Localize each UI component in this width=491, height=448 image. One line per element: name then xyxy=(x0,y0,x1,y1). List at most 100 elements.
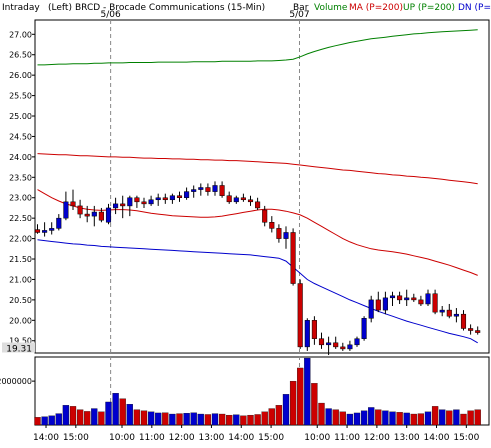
candle-up xyxy=(56,217,62,229)
candle-up xyxy=(169,195,175,201)
candle-down xyxy=(262,209,268,223)
candle-down xyxy=(120,203,126,207)
volume-bar xyxy=(396,412,403,426)
price-tick-label: 23.00 xyxy=(9,194,32,203)
time-tick-label: 15:00 xyxy=(258,433,284,443)
volume-bar xyxy=(424,411,432,426)
candle-down xyxy=(247,199,254,203)
volume-bar xyxy=(183,413,190,426)
time-tick-label: 15:00 xyxy=(63,433,89,443)
price-tick-label: 26.00 xyxy=(9,71,32,80)
candle-down xyxy=(276,228,282,239)
time-tick-label: 12:00 xyxy=(169,433,195,443)
volume-bar xyxy=(226,414,233,426)
volume-bar xyxy=(389,411,396,426)
mode-label: Intraday xyxy=(2,3,40,13)
candle-up xyxy=(283,232,289,239)
price-tick-label: 22.00 xyxy=(9,235,32,244)
price-tick-label: 27.00 xyxy=(9,30,32,39)
candle-up xyxy=(304,320,310,348)
volume-bar xyxy=(48,415,55,426)
candle-down xyxy=(446,309,452,317)
candle-down xyxy=(318,338,325,346)
volume-bar xyxy=(282,394,290,426)
volume-bar xyxy=(140,410,148,426)
volume-bar xyxy=(311,383,318,426)
volume-bar xyxy=(474,409,481,426)
volume-bar xyxy=(98,411,105,426)
volume-bar xyxy=(417,413,425,426)
candle-up xyxy=(361,318,367,339)
series-line-lower xyxy=(37,239,478,344)
time-tick-label: 14:00 xyxy=(33,433,59,443)
volume-bar xyxy=(240,415,247,426)
volume-label: Volume xyxy=(314,3,348,13)
volume-bar xyxy=(368,407,375,426)
candle-up xyxy=(347,344,353,350)
volume-bar xyxy=(84,411,91,426)
up-legend: UP (P=200) xyxy=(403,3,455,13)
candle-down xyxy=(375,299,381,311)
candle-up xyxy=(127,197,133,207)
volume-bar xyxy=(211,413,219,426)
candle-down xyxy=(432,293,438,313)
volume-bar xyxy=(453,409,460,426)
candle-down xyxy=(77,205,83,215)
time-tick-label: 11:00 xyxy=(334,433,360,443)
time-tick-label: 12:00 xyxy=(364,433,390,443)
candle-down xyxy=(205,187,211,192)
candle-down xyxy=(162,197,168,201)
candle-down xyxy=(255,201,261,209)
volume-bar xyxy=(325,408,332,426)
price-tick-label: 26.50 xyxy=(9,51,32,60)
volume-bar xyxy=(382,410,389,426)
candle-down xyxy=(418,299,424,305)
candle-down xyxy=(34,229,41,233)
candle-down xyxy=(290,232,296,284)
candle-up xyxy=(155,197,161,201)
volume-bar xyxy=(233,414,240,426)
volume-bar xyxy=(133,409,141,426)
volume-bar xyxy=(176,413,183,426)
candle-down xyxy=(460,313,467,329)
volume-tick-label: 2000000 xyxy=(0,377,32,386)
candle-down xyxy=(340,346,346,350)
candle-down xyxy=(226,195,232,203)
candle-down xyxy=(240,197,246,201)
volume-bar xyxy=(197,413,204,426)
last-price-box xyxy=(2,342,35,353)
chart-title: BRCD - Brocade Communications (15-Min) xyxy=(75,3,265,13)
candle-down xyxy=(297,283,303,348)
volume-bar xyxy=(346,413,354,426)
candle-up xyxy=(326,342,332,346)
volume-bar xyxy=(55,413,62,426)
volume-bar xyxy=(190,412,197,426)
price-tick-label: 19.50 xyxy=(9,337,32,346)
volume-bar xyxy=(169,413,176,426)
volume-bar xyxy=(204,414,212,426)
time-tick-label: 11:00 xyxy=(139,433,165,443)
time-tick-label: 13:00 xyxy=(394,433,420,443)
volume-bar xyxy=(460,413,467,426)
time-tick-label: 10:00 xyxy=(304,433,330,443)
time-tick-label: 10:00 xyxy=(109,433,135,443)
candle-up xyxy=(191,189,197,192)
candle-down xyxy=(333,342,339,348)
candle-up xyxy=(184,191,190,198)
candle-down xyxy=(98,211,104,221)
volume-bar xyxy=(403,412,410,426)
candle-down xyxy=(468,328,474,331)
date-marker: 5/07 xyxy=(289,10,309,20)
volume-bar xyxy=(62,405,70,426)
candle-up xyxy=(439,309,445,313)
volume-bar xyxy=(155,412,162,426)
volume-bar xyxy=(467,410,474,426)
price-tick-label: 23.50 xyxy=(9,173,32,182)
volume-bar xyxy=(360,410,368,426)
price-tick-label: 24.00 xyxy=(9,153,32,162)
volume-bar xyxy=(332,409,339,426)
volume-bar xyxy=(410,413,417,426)
price-tick-label: 21.00 xyxy=(9,275,32,284)
